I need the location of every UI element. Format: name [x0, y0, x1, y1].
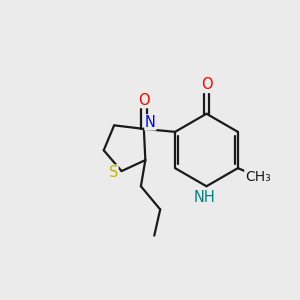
Text: S: S [109, 165, 118, 180]
Text: N: N [145, 115, 156, 130]
Text: NH: NH [194, 190, 216, 205]
Text: O: O [138, 93, 150, 108]
Text: CH₃: CH₃ [245, 170, 271, 184]
Text: O: O [201, 77, 212, 92]
